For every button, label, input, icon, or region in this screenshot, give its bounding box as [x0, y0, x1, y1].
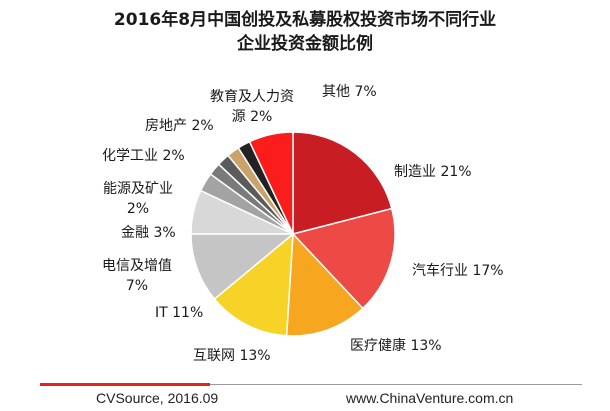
source-text: CVSource, 2016.09: [96, 390, 219, 406]
pie-slice-3: [213, 232, 294, 337]
slice-label-3: 互联网 13%: [193, 348, 271, 364]
slice-label-6: 金融 3%: [121, 225, 176, 241]
pie-slice-2: [285, 232, 364, 337]
slice-label-10: 教育及人力资源 2%: [210, 89, 294, 125]
footer-red-rule: [40, 383, 210, 386]
slice-label-7: 能源及矿业 2%: [103, 181, 173, 217]
pie-slice-11: [248, 131, 294, 235]
chart-title-line-1: 2016年8月中国创投及私募股权投资市场不同行业: [113, 10, 497, 30]
pie-slice-0: [292, 131, 393, 235]
slice-label-1: 汽车行业 17%: [412, 262, 504, 279]
slice-label-9: 房地产 2%: [145, 118, 214, 134]
chart-title-line-2: 企业投资金额比例: [237, 34, 373, 54]
pie-slice-1: [291, 207, 396, 310]
pie-slice-4: [190, 233, 296, 301]
slice-label-2: 医疗健康 13%: [350, 337, 442, 354]
slice-label-0: 制造业 21%: [394, 164, 472, 180]
slice-label-8: 化学工业 2%: [102, 148, 185, 164]
website-text: www.ChinaVenture.com.cn: [346, 390, 514, 406]
slice-label-4: IT 11%: [155, 305, 203, 321]
footer-grey-rule: [210, 384, 582, 385]
slice-label-5: 电信及增值 7%: [102, 258, 172, 294]
slice-label-11: 其他 7%: [322, 84, 377, 100]
